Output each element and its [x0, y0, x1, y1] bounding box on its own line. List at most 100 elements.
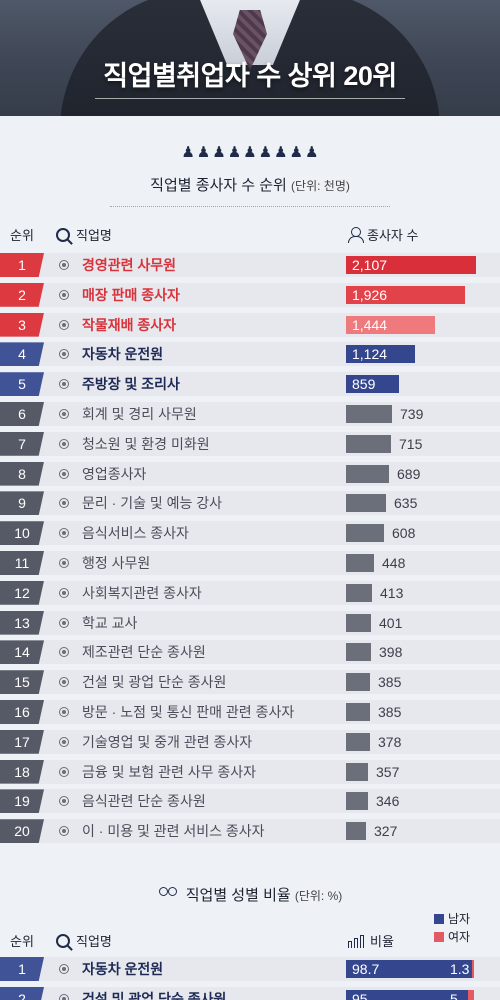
rank-badge: 6	[0, 402, 44, 426]
value-bar	[346, 434, 391, 453]
table-row: 18 금융 및 보험 관련 사무 종사자 357	[0, 759, 500, 784]
bullet-icon	[59, 994, 69, 1000]
value-label: 859	[352, 376, 376, 393]
job-name: 건설 및 광업 단순 종사원	[82, 674, 227, 691]
person-figure-icon: ♟	[181, 144, 195, 161]
bullet-icon	[59, 349, 69, 360]
users-icon	[158, 887, 180, 902]
job-name: 방문 · 노점 및 통신 판매 관련 종사자	[82, 704, 295, 720]
bullet-icon	[59, 766, 69, 777]
job-name: 이 · 미용 및 관련 서비스 종사자	[82, 823, 265, 840]
value-bar	[346, 792, 368, 811]
rank-badge: 1	[0, 253, 44, 277]
female-bar	[468, 990, 474, 1000]
table-row: 4 자동차 운전원 1,124	[0, 342, 500, 367]
value-bar	[346, 464, 389, 483]
value-label: 608	[392, 525, 416, 542]
bullet-icon	[59, 796, 69, 807]
value-label: 2,107	[352, 257, 388, 273]
value-bar	[346, 613, 371, 632]
rank-badge: 7	[0, 431, 44, 456]
value-label: 401	[379, 614, 403, 631]
rank-badge: 8	[0, 461, 44, 486]
value-bar	[346, 822, 366, 841]
column-header-rank: 순위	[10, 228, 34, 243]
job-name: 음식서비스 종사자	[82, 525, 189, 542]
section2-title-text: 직업별 성별 비율	[185, 887, 291, 904]
rank-badge: 17	[0, 729, 44, 754]
table-row: 1 경영관련 사무원 2,107	[0, 253, 500, 277]
person-figure-icon: ♟	[243, 144, 257, 161]
person-icon	[348, 227, 364, 243]
value-bar	[346, 732, 370, 751]
bullet-icon	[59, 438, 69, 449]
rank-badge: 12	[0, 580, 44, 605]
column-header-ratio-label: 비율	[370, 934, 394, 949]
job-name: 경영관련 사무원	[82, 257, 177, 273]
male-bar	[346, 990, 468, 1000]
bullet-icon	[59, 964, 69, 974]
value-label: 357	[376, 763, 400, 780]
rank-badge: 18	[0, 759, 44, 784]
value-label: 715	[399, 435, 423, 452]
search-icon	[56, 934, 70, 948]
rank-badge: 9	[0, 491, 44, 516]
job-name: 음식관련 단순 종사원	[82, 793, 206, 810]
job-name: 매장 판매 종사자	[82, 286, 180, 303]
value-bar	[346, 315, 435, 334]
column-header-job: 직업명	[56, 225, 112, 244]
section2-unit: (단위: %)	[294, 889, 343, 903]
value-label: 739	[400, 406, 424, 422]
bullet-icon	[59, 707, 69, 717]
table-row: 13 학교 교사 401	[0, 610, 500, 635]
bullet-icon	[59, 319, 69, 330]
job-name: 건설 및 광업 단순 종사원	[82, 991, 227, 1000]
value-label: 635	[394, 495, 418, 512]
column-header-job-label: 직업명	[76, 228, 112, 243]
value-label: 385	[378, 704, 402, 720]
job-name: 회계 및 경리 사무원	[82, 406, 197, 422]
job-name: 영업종사자	[82, 465, 147, 482]
job-name: 자동차 운전원	[82, 346, 164, 363]
value-bar	[346, 375, 399, 394]
job-name: 행정 사무원	[82, 555, 151, 571]
rank-badge: 19	[0, 789, 44, 814]
table-row: 11 행정 사무원 448	[0, 551, 500, 575]
rank-badge: 14	[0, 640, 44, 665]
table-row: 20 이 · 미용 및 관련 서비스 종사자 327	[0, 819, 500, 844]
value-label: 1,926	[352, 286, 388, 303]
bullet-icon	[59, 677, 69, 688]
table-row: 3 작물재배 종사자 1,444	[0, 312, 500, 337]
bullet-icon	[59, 289, 69, 300]
page-title: 직업별취업자 수 상위 20위	[103, 61, 397, 91]
value-bar	[346, 673, 370, 692]
male-bar	[346, 960, 472, 978]
value-bar	[346, 285, 465, 304]
bullet-icon	[59, 558, 69, 568]
job-name: 학교 교사	[82, 614, 138, 631]
column-header-count: 종사자 수	[348, 225, 418, 244]
bullet-icon	[59, 587, 69, 598]
table-row: 5 주방장 및 조리사 859	[0, 372, 500, 397]
table-row: 17 기술영업 및 중개 관련 종사자 378	[0, 729, 500, 754]
section1-unit: (단위: 천명)	[291, 179, 350, 193]
job-name: 금융 및 보험 관련 사무 종사자	[82, 763, 257, 780]
job-name: 청소원 및 환경 미화원	[82, 435, 210, 452]
value-bar	[346, 643, 371, 662]
job-name: 사회복지관련 종사자	[82, 584, 202, 601]
value-label: 1,124	[352, 346, 388, 363]
job-name: 문리 · 기술 및 예능 강사	[82, 495, 223, 512]
value-bar	[346, 494, 386, 513]
bullet-icon	[59, 617, 69, 628]
bullet-icon	[59, 260, 69, 270]
person-figure-icon: ♟	[227, 144, 242, 161]
section1-title: 직업별 종사자 수 순위 (단위: 천명)	[0, 174, 500, 195]
bullet-icon	[59, 736, 69, 747]
table-row: 16 방문 · 노점 및 통신 판매 관련 종사자 385	[0, 700, 500, 724]
person-figure-icon: ♟	[196, 144, 211, 161]
person-figure-icon: ♟	[274, 144, 288, 161]
person-figure-icon: ♟	[212, 144, 226, 161]
male-value: 98.7	[352, 961, 380, 977]
value-bar	[346, 583, 372, 602]
value-label: 413	[380, 584, 404, 601]
